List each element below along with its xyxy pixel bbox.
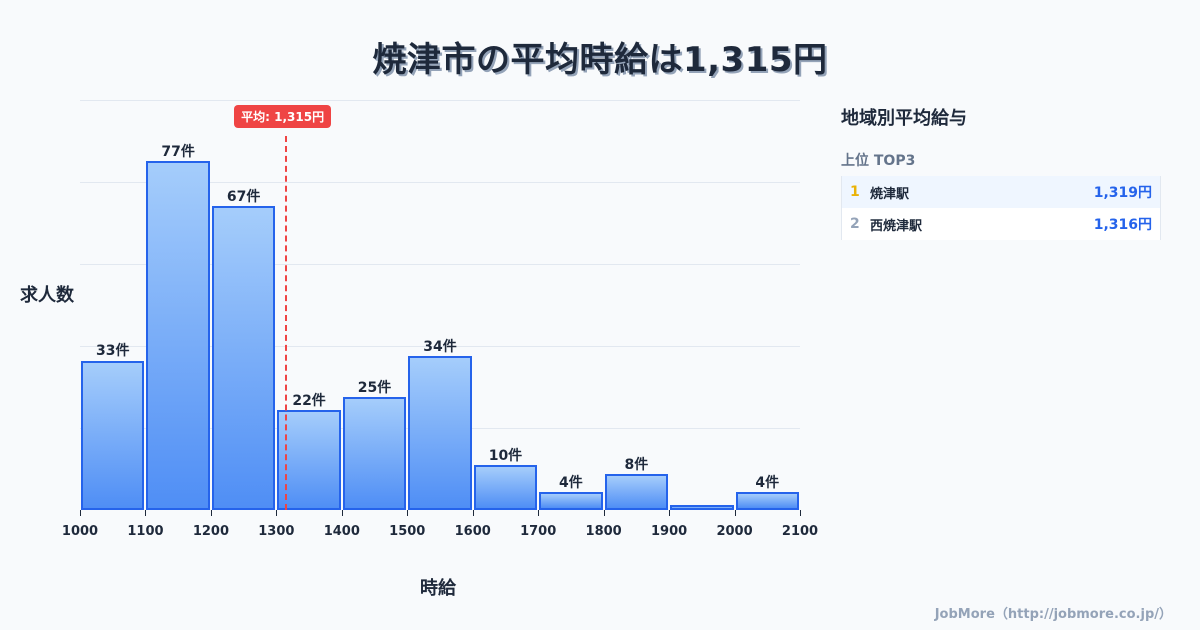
x-tick <box>669 510 671 516</box>
mean-badge: 平均: 1,315円 <box>234 105 332 128</box>
histogram-bar <box>342 396 407 510</box>
gridline <box>80 100 800 101</box>
mean-line <box>285 136 288 510</box>
rank-table: 1 焼津駅 1,319円 2 西焼津駅 1,316円 <box>841 176 1161 240</box>
rank-row: 2 西焼津駅 1,316円 <box>842 208 1160 240</box>
x-tick-label: 1000 <box>61 524 99 539</box>
histogram-bar <box>735 491 799 510</box>
x-tick-label: 1200 <box>192 524 229 539</box>
station-name: 西焼津駅 <box>870 218 923 234</box>
rank-number: 2 <box>850 216 860 232</box>
histogram-bar <box>473 464 538 510</box>
x-tick-label: 1500 <box>389 524 426 539</box>
rank-number: 1 <box>850 184 860 200</box>
station-wage: 1,319円 <box>1093 185 1152 201</box>
station-name: 焼津駅 <box>870 186 910 202</box>
gridline <box>80 264 800 265</box>
x-tick <box>734 510 736 516</box>
regional-salary-title: 地域別平均給与 <box>841 108 967 129</box>
histogram-bar <box>604 473 669 510</box>
bar-value-label: 67件 <box>226 189 261 206</box>
x-tick-label: 2000 <box>716 524 753 539</box>
x-axis-label: 時給 <box>420 578 456 599</box>
x-tick <box>538 510 540 516</box>
x-tick-label: 1600 <box>454 524 491 539</box>
y-axis-label: 求人数 <box>20 285 74 306</box>
bar-value-label: 4件 <box>559 474 583 491</box>
x-tick <box>603 510 605 516</box>
x-tick <box>145 510 147 516</box>
histogram-bar <box>211 206 276 510</box>
top3-subtitle: 上位 TOP3 <box>841 153 916 169</box>
histogram-bar <box>81 360 145 510</box>
histogram-bar <box>670 505 734 510</box>
bar-value-label: 4件 <box>755 474 780 491</box>
page-title: 焼津市の平均時給は1,315円 <box>372 40 828 80</box>
histogram-bar <box>146 161 210 510</box>
bar-value-label: 34件 <box>423 338 457 355</box>
bar-value-label: 33件 <box>95 343 130 360</box>
x-tick <box>276 510 278 516</box>
histogram-plot: 33件 77件 67件 22件 25件 34件 10件 4件 8件 4件 1000 1100 1200 1… <box>62 100 818 539</box>
bar-value-label: 10件 <box>488 447 523 464</box>
x-tick-label: 1300 <box>258 524 295 539</box>
x-tick <box>210 510 212 516</box>
rank-row: 1 焼津駅 1,319円 <box>842 176 1160 208</box>
histogram-bar <box>277 410 341 510</box>
x-tick <box>800 510 801 516</box>
x-tick-label: 2100 <box>781 524 819 539</box>
bar-value-label: 8件 <box>624 456 649 473</box>
histogram-bar <box>408 355 472 510</box>
x-tick-label: 1900 <box>650 524 688 539</box>
gridline <box>80 182 800 183</box>
x-tick <box>341 510 343 516</box>
histogram-bar <box>539 491 603 510</box>
bar-value-label: 22件 <box>292 393 326 410</box>
x-tick <box>472 510 474 516</box>
x-tick-label: 1400 <box>323 524 360 539</box>
x-tick <box>80 510 81 516</box>
gridline <box>80 346 800 347</box>
bar-value-label: 77件 <box>161 144 195 161</box>
station-wage: 1,316円 <box>1093 217 1152 233</box>
x-tick-label: 1800 <box>585 524 622 539</box>
x-tick-label: 1700 <box>520 524 557 539</box>
bar-value-label: 25件 <box>357 379 392 396</box>
footer-credit: JobMore（http://jobmore.co.jp/） <box>934 607 1172 622</box>
x-tick-label: 1100 <box>127 524 164 539</box>
x-tick <box>407 510 409 516</box>
